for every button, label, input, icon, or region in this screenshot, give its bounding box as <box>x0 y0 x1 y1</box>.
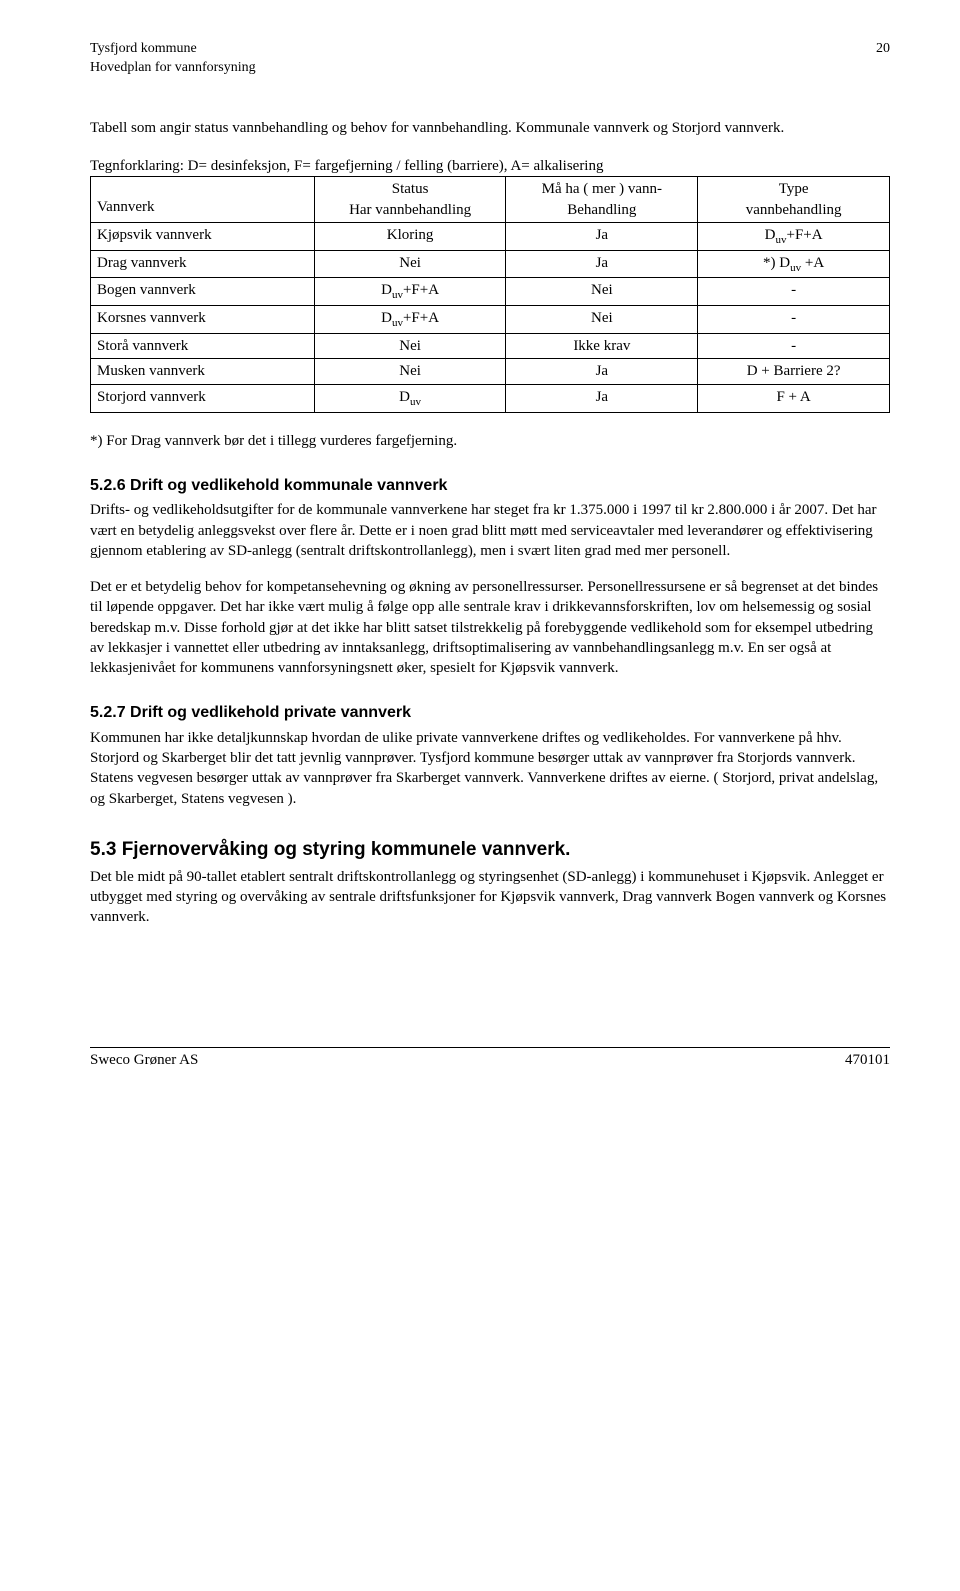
table-cell: Kjøpsvik vannverk <box>91 222 315 250</box>
table-row: Drag vannverkNeiJa*) Duv +A <box>91 250 890 278</box>
table-cell: Duv+F+A <box>314 278 506 306</box>
intro-paragraph: Tabell som angir status vannbehandling o… <box>90 118 890 138</box>
table-cell: - <box>698 334 890 359</box>
table-cell: - <box>698 306 890 334</box>
section-heading: 5.3 Fjernovervåking og styring kommunele… <box>90 837 890 863</box>
table-cell: Nei <box>506 278 698 306</box>
table-cell: Ja <box>506 222 698 250</box>
table-cell: Duv+F+A <box>698 222 890 250</box>
col-header-3: Typevannbehandling <box>698 177 890 223</box>
table-row: Kjøpsvik vannverkKloringJaDuv+F+A <box>91 222 890 250</box>
table-row: Storå vannverkNeiIkke krav- <box>91 334 890 359</box>
table-cell: Storjord vannverk <box>91 384 315 412</box>
header-line1: Tysfjord kommune <box>90 40 256 59</box>
table-cell: Ja <box>506 359 698 384</box>
col-header-0: Vannverk <box>91 177 315 223</box>
table-cell: Duv+F+A <box>314 306 506 334</box>
table-cell: D + Barriere 2? <box>698 359 890 384</box>
table-cell: Storå vannverk <box>91 334 315 359</box>
table-cell: Duv <box>314 384 506 412</box>
page-number: 20 <box>876 40 890 78</box>
table-cell: Bogen vannverk <box>91 278 315 306</box>
table-cell: *) Duv +A <box>698 250 890 278</box>
body-paragraph: Drifts- og vedlikeholdsutgifter for de k… <box>90 500 890 561</box>
table-cell: Musken vannverk <box>91 359 315 384</box>
table-cell: Nei <box>506 306 698 334</box>
table-cell: Ja <box>506 384 698 412</box>
table-cell: Ikke krav <box>506 334 698 359</box>
section-heading: 5.2.6 Drift og vedlikehold kommunale van… <box>90 475 890 497</box>
body-paragraph: Det er et betydelig behov for kompetanse… <box>90 577 890 678</box>
header-line2: Hovedplan for vannforsyning <box>90 59 256 78</box>
table-row: Bogen vannverkDuv+F+ANei- <box>91 278 890 306</box>
data-table: Vannverk StatusHar vannbehandling Må ha … <box>90 176 890 412</box>
table-row: Musken vannverkNeiJaD + Barriere 2? <box>91 359 890 384</box>
body-paragraph: Det ble midt på 90-tallet etablert sentr… <box>90 867 890 928</box>
table-cell: Nei <box>314 250 506 278</box>
table-footnote: *) For Drag vannverk bør det i tillegg v… <box>90 431 890 451</box>
table-header-row: Vannverk StatusHar vannbehandling Må ha … <box>91 177 890 223</box>
body-paragraph: Kommunen har ikke detaljkunnskap hvordan… <box>90 728 890 809</box>
header-left: Tysfjord kommune Hovedplan for vannforsy… <box>90 40 256 78</box>
table-row: Korsnes vannverkDuv+F+ANei- <box>91 306 890 334</box>
table-cell: Nei <box>314 359 506 384</box>
table-cell: Kloring <box>314 222 506 250</box>
table-cell: - <box>698 278 890 306</box>
footer-left: Sweco Grøner AS <box>90 1050 198 1070</box>
table-cell: F + A <box>698 384 890 412</box>
footer-right: 470101 <box>845 1050 890 1070</box>
table-cell: Ja <box>506 250 698 278</box>
col-header-2: Må ha ( mer ) vann-Behandling <box>506 177 698 223</box>
table-row: Storjord vannverkDuvJaF + A <box>91 384 890 412</box>
section-heading: 5.2.7 Drift og vedlikehold private vannv… <box>90 702 890 724</box>
table-caption: Tegnforklaring: D= desinfeksjon, F= farg… <box>90 156 890 176</box>
page-footer: Sweco Grøner AS 470101 <box>90 1047 890 1070</box>
col-header-1: StatusHar vannbehandling <box>314 177 506 223</box>
table-cell: Drag vannverk <box>91 250 315 278</box>
page-header: Tysfjord kommune Hovedplan for vannforsy… <box>90 40 890 78</box>
table-cell: Nei <box>314 334 506 359</box>
table-cell: Korsnes vannverk <box>91 306 315 334</box>
